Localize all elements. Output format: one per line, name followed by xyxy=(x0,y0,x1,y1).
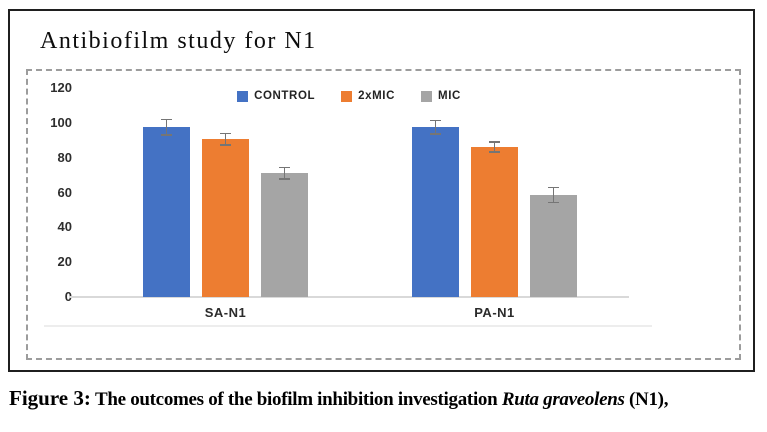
error-bar-cap-bottom xyxy=(548,201,559,204)
legend-label: MIC xyxy=(438,90,461,102)
legend-item-mic: MIC xyxy=(421,90,461,102)
error-bar xyxy=(283,167,286,180)
bar-mic-sa-n1 xyxy=(261,173,308,297)
x-axis-line xyxy=(69,296,629,298)
y-axis-tick-label: 40 xyxy=(57,219,72,235)
legend-item-2xmic: 2xMIC xyxy=(341,90,395,102)
error-bar-cap-top xyxy=(220,132,231,135)
caption-text: The outcomes of the biofilm inhibition i… xyxy=(90,389,502,410)
error-bar xyxy=(552,187,555,203)
bar-chart: 0 20 40 60 80 100 120 CONTROL 2xMIC MIC SA-N1 PA-N1 xyxy=(28,71,739,358)
chart-title: Antibiofilm study for N1 xyxy=(40,28,317,54)
error-bar xyxy=(434,120,437,135)
chart-bottom-border xyxy=(44,325,652,327)
y-axis-tick-label: 20 xyxy=(57,254,72,270)
chart-panel: 0 20 40 60 80 100 120 CONTROL 2xMIC MIC SA-N1 PA-N1 xyxy=(26,69,741,360)
x-axis-category-label: SA-N1 xyxy=(204,305,247,320)
error-bar-cap-bottom xyxy=(161,134,172,136)
bar-control-sa-n1 xyxy=(143,127,190,297)
y-axis-tick-label: 120 xyxy=(50,80,72,95)
caption-tail: (N1), xyxy=(624,389,669,410)
legend-item-control: CONTROL xyxy=(237,90,315,102)
error-bar-cap-top xyxy=(430,119,441,122)
y-axis-tick-label: 80 xyxy=(57,149,72,165)
error-bar-cap-top xyxy=(279,166,290,169)
y-axis-tick-label: 0 xyxy=(28,289,72,305)
error-bar xyxy=(224,133,227,146)
error-bar-cap-top xyxy=(161,118,172,121)
bar-mic-pa-n1 xyxy=(530,195,577,297)
bar-2xmic-pa-n1 xyxy=(471,147,518,297)
y-axis-tick-label: 100 xyxy=(50,114,72,130)
error-bar-cap-bottom xyxy=(279,178,290,180)
legend-swatch-icon xyxy=(421,90,433,102)
legend-label: 2xMIC xyxy=(358,90,396,102)
y-axis-tick-label: 60 xyxy=(57,184,72,200)
error-bar-cap-bottom xyxy=(430,133,441,135)
x-axis-category-label: PA-N1 xyxy=(474,305,515,320)
figure-caption: Figure 3: The outcomes of the biofilm in… xyxy=(9,386,668,411)
error-bar-cap-bottom xyxy=(489,151,500,153)
legend-label: CONTROL xyxy=(254,90,316,102)
error-bar-cap-top xyxy=(489,141,500,143)
chart-legend: CONTROL 2xMIC MIC xyxy=(69,88,629,104)
legend-swatch-icon xyxy=(341,90,353,102)
bar-2xmic-sa-n1 xyxy=(202,139,249,297)
error-bar-cap-top xyxy=(548,186,559,189)
error-bar-cap-bottom xyxy=(220,144,231,146)
caption-species-name: Ruta graveolens xyxy=(501,389,625,410)
caption-label: Figure 3: xyxy=(9,386,91,410)
bar-control-pa-n1 xyxy=(412,127,459,297)
error-bar xyxy=(165,119,168,136)
figure-frame: Antibiofilm study for N1 0 20 40 60 80 100 120… xyxy=(8,9,755,372)
error-bar xyxy=(493,141,496,153)
legend-swatch-icon xyxy=(237,90,249,102)
